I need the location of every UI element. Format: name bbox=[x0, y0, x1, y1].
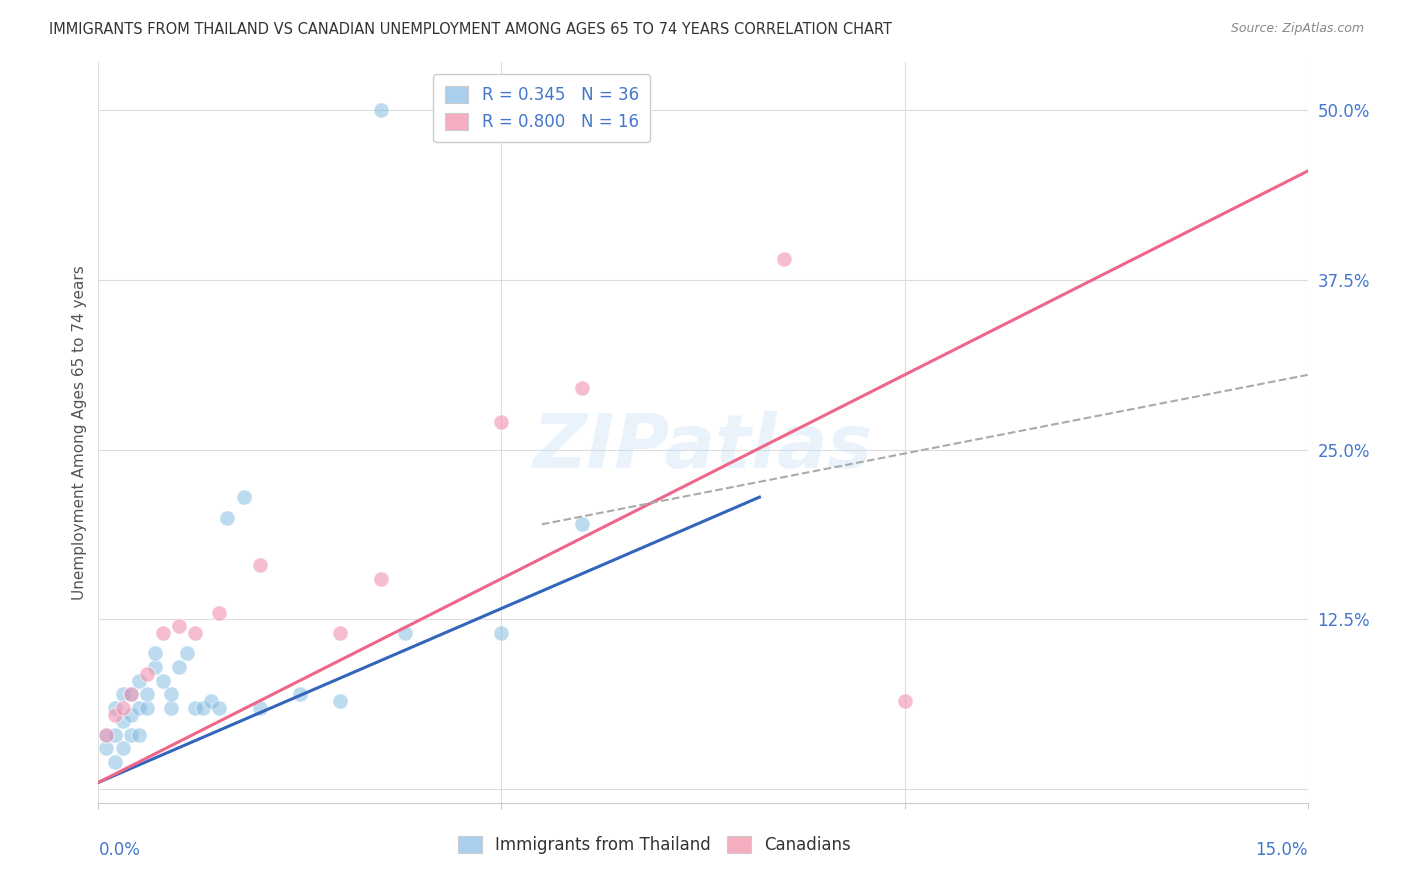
Point bbox=[135, 700, 157, 714]
Point bbox=[167, 660, 190, 674]
Point bbox=[120, 687, 142, 701]
Point bbox=[893, 694, 915, 708]
Point bbox=[370, 572, 392, 586]
Point bbox=[96, 728, 118, 742]
Point bbox=[288, 687, 311, 701]
Text: IMMIGRANTS FROM THAILAND VS CANADIAN UNEMPLOYMENT AMONG AGES 65 TO 74 YEARS CORR: IMMIGRANTS FROM THAILAND VS CANADIAN UNE… bbox=[49, 22, 893, 37]
Point bbox=[394, 626, 416, 640]
Point bbox=[571, 382, 593, 396]
Text: 0.0%: 0.0% bbox=[98, 841, 141, 859]
Point bbox=[329, 694, 352, 708]
Point bbox=[111, 714, 134, 729]
Point bbox=[217, 510, 239, 524]
Point bbox=[120, 728, 142, 742]
Text: ZIPatlas: ZIPatlas bbox=[533, 411, 873, 484]
Point bbox=[329, 626, 352, 640]
Point bbox=[135, 687, 157, 701]
Point bbox=[167, 619, 190, 633]
Point bbox=[370, 103, 392, 117]
Point bbox=[128, 728, 150, 742]
Point bbox=[152, 626, 174, 640]
Point bbox=[176, 646, 198, 660]
Point bbox=[128, 700, 150, 714]
Text: 15.0%: 15.0% bbox=[1256, 841, 1308, 859]
Point bbox=[491, 416, 513, 430]
Point bbox=[103, 755, 125, 769]
Point bbox=[152, 673, 174, 688]
Point bbox=[103, 700, 125, 714]
Point bbox=[249, 558, 271, 572]
Point bbox=[184, 700, 207, 714]
Point bbox=[249, 700, 271, 714]
Point bbox=[143, 646, 166, 660]
Text: Source: ZipAtlas.com: Source: ZipAtlas.com bbox=[1230, 22, 1364, 36]
Point bbox=[103, 707, 125, 722]
Point bbox=[111, 700, 134, 714]
Point bbox=[491, 626, 513, 640]
Point bbox=[193, 700, 215, 714]
Point bbox=[772, 252, 794, 267]
Point bbox=[128, 673, 150, 688]
Point bbox=[200, 694, 222, 708]
Point bbox=[208, 606, 231, 620]
Point bbox=[103, 728, 125, 742]
Point bbox=[232, 490, 254, 504]
Y-axis label: Unemployment Among Ages 65 to 74 years: Unemployment Among Ages 65 to 74 years bbox=[72, 265, 87, 600]
Point bbox=[160, 700, 183, 714]
Legend: Immigrants from Thailand, Canadians: Immigrants from Thailand, Canadians bbox=[451, 830, 858, 861]
Point bbox=[111, 687, 134, 701]
Point bbox=[571, 517, 593, 532]
Point bbox=[143, 660, 166, 674]
Point bbox=[96, 728, 118, 742]
Point bbox=[184, 626, 207, 640]
Point bbox=[96, 741, 118, 756]
Point bbox=[120, 707, 142, 722]
Point bbox=[208, 700, 231, 714]
Point bbox=[135, 666, 157, 681]
Point bbox=[111, 741, 134, 756]
Point bbox=[120, 687, 142, 701]
Point bbox=[160, 687, 183, 701]
